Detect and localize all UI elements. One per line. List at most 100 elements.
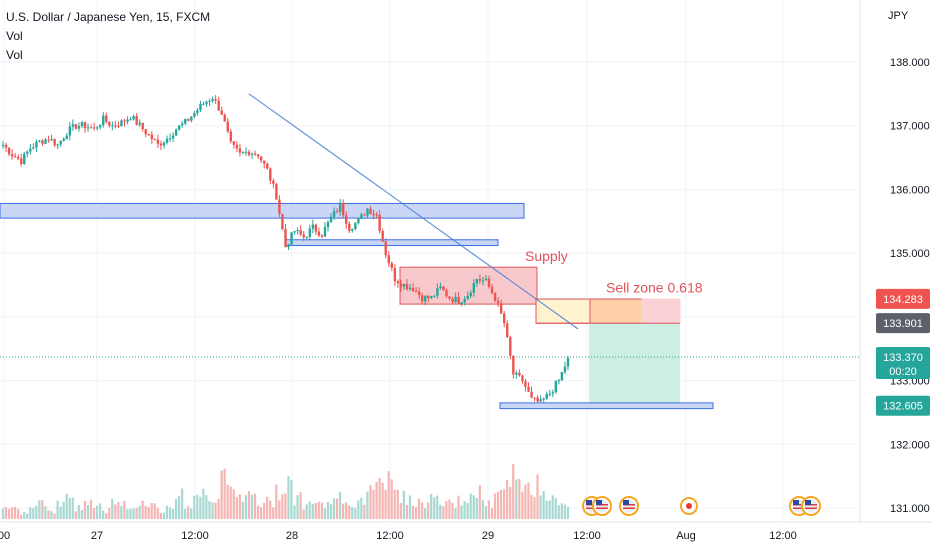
candle-body [354,223,357,230]
volume-bar [472,495,475,519]
volume-bar [120,505,123,519]
volume-bar [448,499,451,519]
volume-bar [357,500,360,519]
volume-bar [26,513,29,519]
flag-stripe [586,507,598,509]
price-tick-label: 135.000 [890,248,930,260]
candle-body [83,122,87,129]
volume-bar [378,478,381,519]
volume-bar [311,503,314,519]
price-tags: 134.283 133.901 133.370 00:20 132.605 [876,288,930,416]
volume-bar [226,484,229,519]
volume-bar [338,491,342,519]
volume-bar [126,509,129,519]
symbol-title[interactable]: U.S. Dollar / Japanese Yen, 15, FXCM [6,10,211,24]
flag-canton [805,500,811,505]
candle-body [460,302,463,305]
volume-bar [235,497,238,519]
candle-body [86,127,90,129]
price-tag-value: 133.370 [883,352,923,364]
sell-zone-mid [589,298,643,324]
volume-bar [205,495,208,519]
time-tick-label: 12:00 [376,530,404,542]
drawing-zones[interactable] [0,93,860,410]
volume-bar [266,496,269,519]
volume-bar [196,494,199,519]
volume-bar [184,508,187,519]
volume-bar [38,500,41,519]
candle-body [335,211,339,213]
candle-body [451,298,454,303]
volume-bar [244,495,248,519]
volume-bar [193,495,196,519]
flag-stripe [805,507,817,509]
candle-body [290,232,293,245]
volume-bar [518,478,521,519]
candle-body [108,121,111,126]
volume-bar [278,500,281,519]
candle-body [308,228,312,237]
price-tag-value: 132.605 [883,401,923,413]
candle-body [342,202,345,216]
candle-body [272,180,275,184]
grid [0,0,861,522]
candle-body [439,286,442,289]
volume-bar [29,507,32,519]
candle-body [503,313,506,324]
candle-body [95,127,99,129]
candle-body [71,124,75,127]
volume-bar [354,508,357,519]
candle-body [463,299,466,303]
volume-bar [314,503,317,519]
volume-bar [424,508,427,519]
volume-bar [241,501,244,519]
volume-bar [247,491,251,519]
candle-body [156,139,160,144]
time-axis[interactable]: 00 27 12:00 28 12:00 29 12:00 Aug 12:00 [0,521,932,542]
candle-body [563,366,567,372]
price-tag [876,346,930,379]
price-tag [876,288,930,309]
candle-body [524,381,527,387]
candle-body [220,110,223,115]
candle-body [320,235,324,237]
event-markers[interactable] [582,496,821,516]
candle-body [269,168,272,181]
candle-body [7,147,11,155]
candle-body [247,151,251,155]
volume-bar [566,506,569,519]
volume-bar [402,490,405,519]
volume-bar [372,489,375,519]
volume-bar [53,513,56,519]
candle-body [47,139,50,141]
candle-body [144,129,147,135]
volume-bar [414,506,418,519]
volume-bar [77,504,80,519]
volume-bar [74,511,77,519]
candle-body [472,283,476,293]
candle-body [256,154,260,157]
candle-body [515,372,518,375]
candle-body [263,160,266,164]
candle-body [217,100,220,111]
volume-bar [13,506,17,519]
candle-body [351,229,354,231]
volume-bar [214,502,217,519]
volume-bar [284,493,287,519]
volume-bar [269,500,272,519]
candle-body [357,218,360,224]
volume-bar [390,479,393,519]
price-axis[interactable]: 131.000132.000133.000134.000135.000136.0… [888,10,930,515]
volume-bar [83,500,87,519]
flag-stripe [623,507,635,509]
candle-body [399,283,403,287]
volume-bar [199,496,202,519]
candle-body [375,214,378,216]
candle-body [132,116,135,120]
volume-bar [71,497,74,519]
flag-canton [586,500,592,505]
volume-bar [439,504,442,519]
volume-bar [10,507,14,519]
candle-body [202,103,205,105]
